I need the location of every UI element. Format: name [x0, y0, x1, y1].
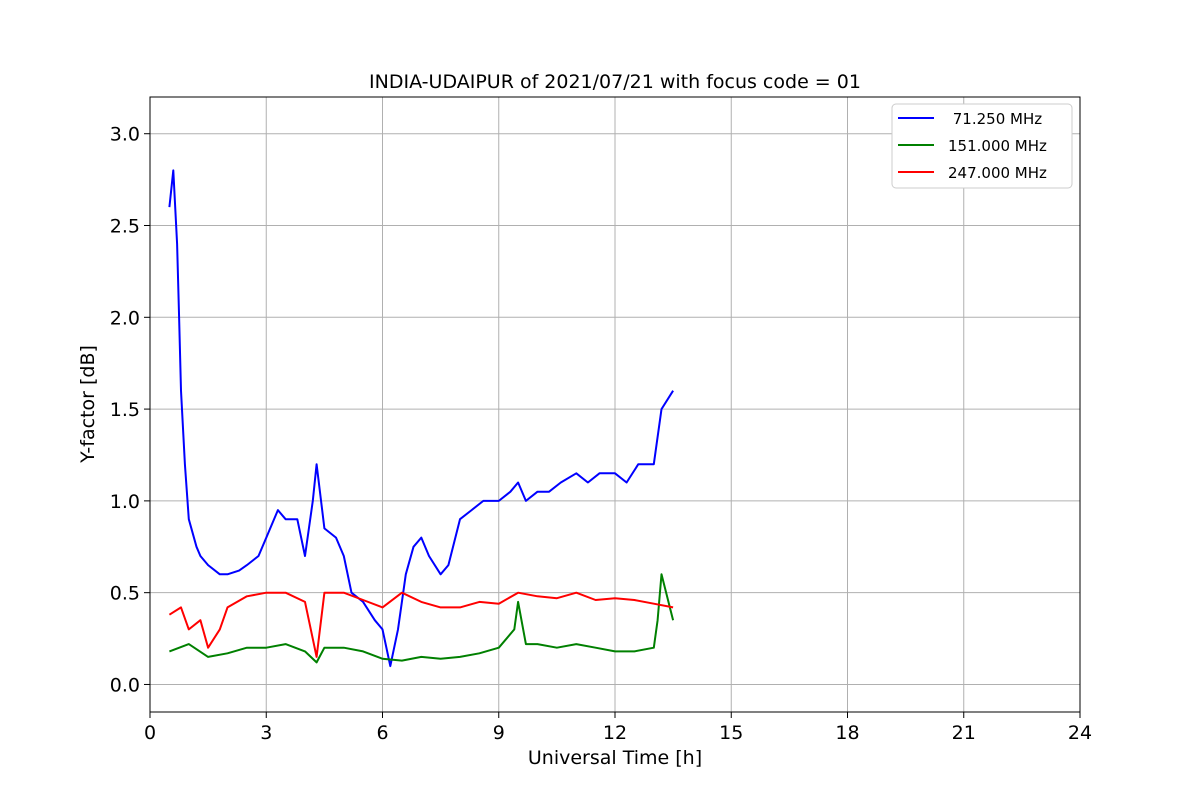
y-tick-label: 1.5 [110, 399, 140, 421]
legend-label-series-0: 71.250 MHz [948, 110, 1042, 128]
legend-label-series-2: 247.000 MHz [948, 164, 1047, 182]
x-tick-label: 0 [144, 722, 156, 744]
x-tick-label: 15 [719, 722, 743, 744]
x-tick-label: 21 [952, 722, 976, 744]
tick-layer: 0 3 6 9 12 15 18 21 24 0.0 0.5 1.0 1.5 2.0 2.5 3.0 [110, 124, 1092, 744]
legend-box [891, 103, 1073, 189]
x-tick-label: 12 [603, 722, 627, 744]
y-axis-label: Y-factor [dB] [77, 345, 99, 464]
legend-label-series-1: 151.000 MHz [948, 137, 1047, 155]
grid-layer [149, 97, 1081, 712]
x-tick-label: 18 [835, 722, 859, 744]
y-tick-label: 3.0 [110, 124, 140, 146]
series-layer [168, 169, 675, 668]
y-tick-label: 2.5 [110, 216, 140, 238]
y-tick-label: 2.0 [110, 307, 140, 329]
x-tick-label: 24 [1068, 722, 1092, 744]
series-line-2 [168, 591, 674, 658]
x-tick-label: 6 [376, 722, 388, 744]
x-tick-label: 3 [260, 722, 272, 744]
y-tick-label: 0.5 [110, 583, 140, 605]
x-tick-label: 9 [493, 722, 505, 744]
y-tick-label: 1.0 [110, 491, 140, 513]
x-axis-label: Universal Time [h] [528, 747, 702, 769]
legend: 71.250 MHz 151.000 MHz 247.000 MHz [891, 103, 1073, 189]
y-tick-label: 0.0 [110, 674, 140, 696]
series-line-0 [168, 169, 674, 668]
chart-title: INDIA-UDAIPUR of 2021/07/21 with focus c… [369, 71, 861, 93]
series-line-1 [169, 573, 675, 664]
